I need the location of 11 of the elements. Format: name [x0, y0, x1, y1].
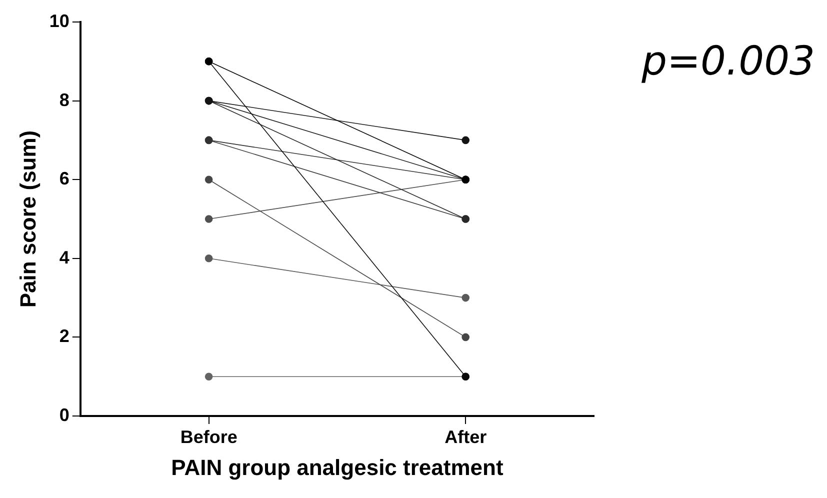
y-tick-label: 0	[59, 404, 70, 425]
y-tick-label: 4	[59, 247, 70, 268]
y-tick-label: 10	[49, 10, 70, 31]
text: p=0.003	[640, 38, 815, 84]
x-tick-label: Before	[180, 426, 238, 447]
y-tick-label: 8	[59, 90, 70, 110]
y-tick-label: 6	[59, 168, 70, 189]
y-axis-title: Pain score (sum)	[15, 130, 40, 308]
y-tick-label: 2	[59, 326, 70, 346]
x-tick-label: After	[444, 426, 487, 447]
x-axis-title: PAIN group analgesic treatment	[171, 454, 504, 480]
